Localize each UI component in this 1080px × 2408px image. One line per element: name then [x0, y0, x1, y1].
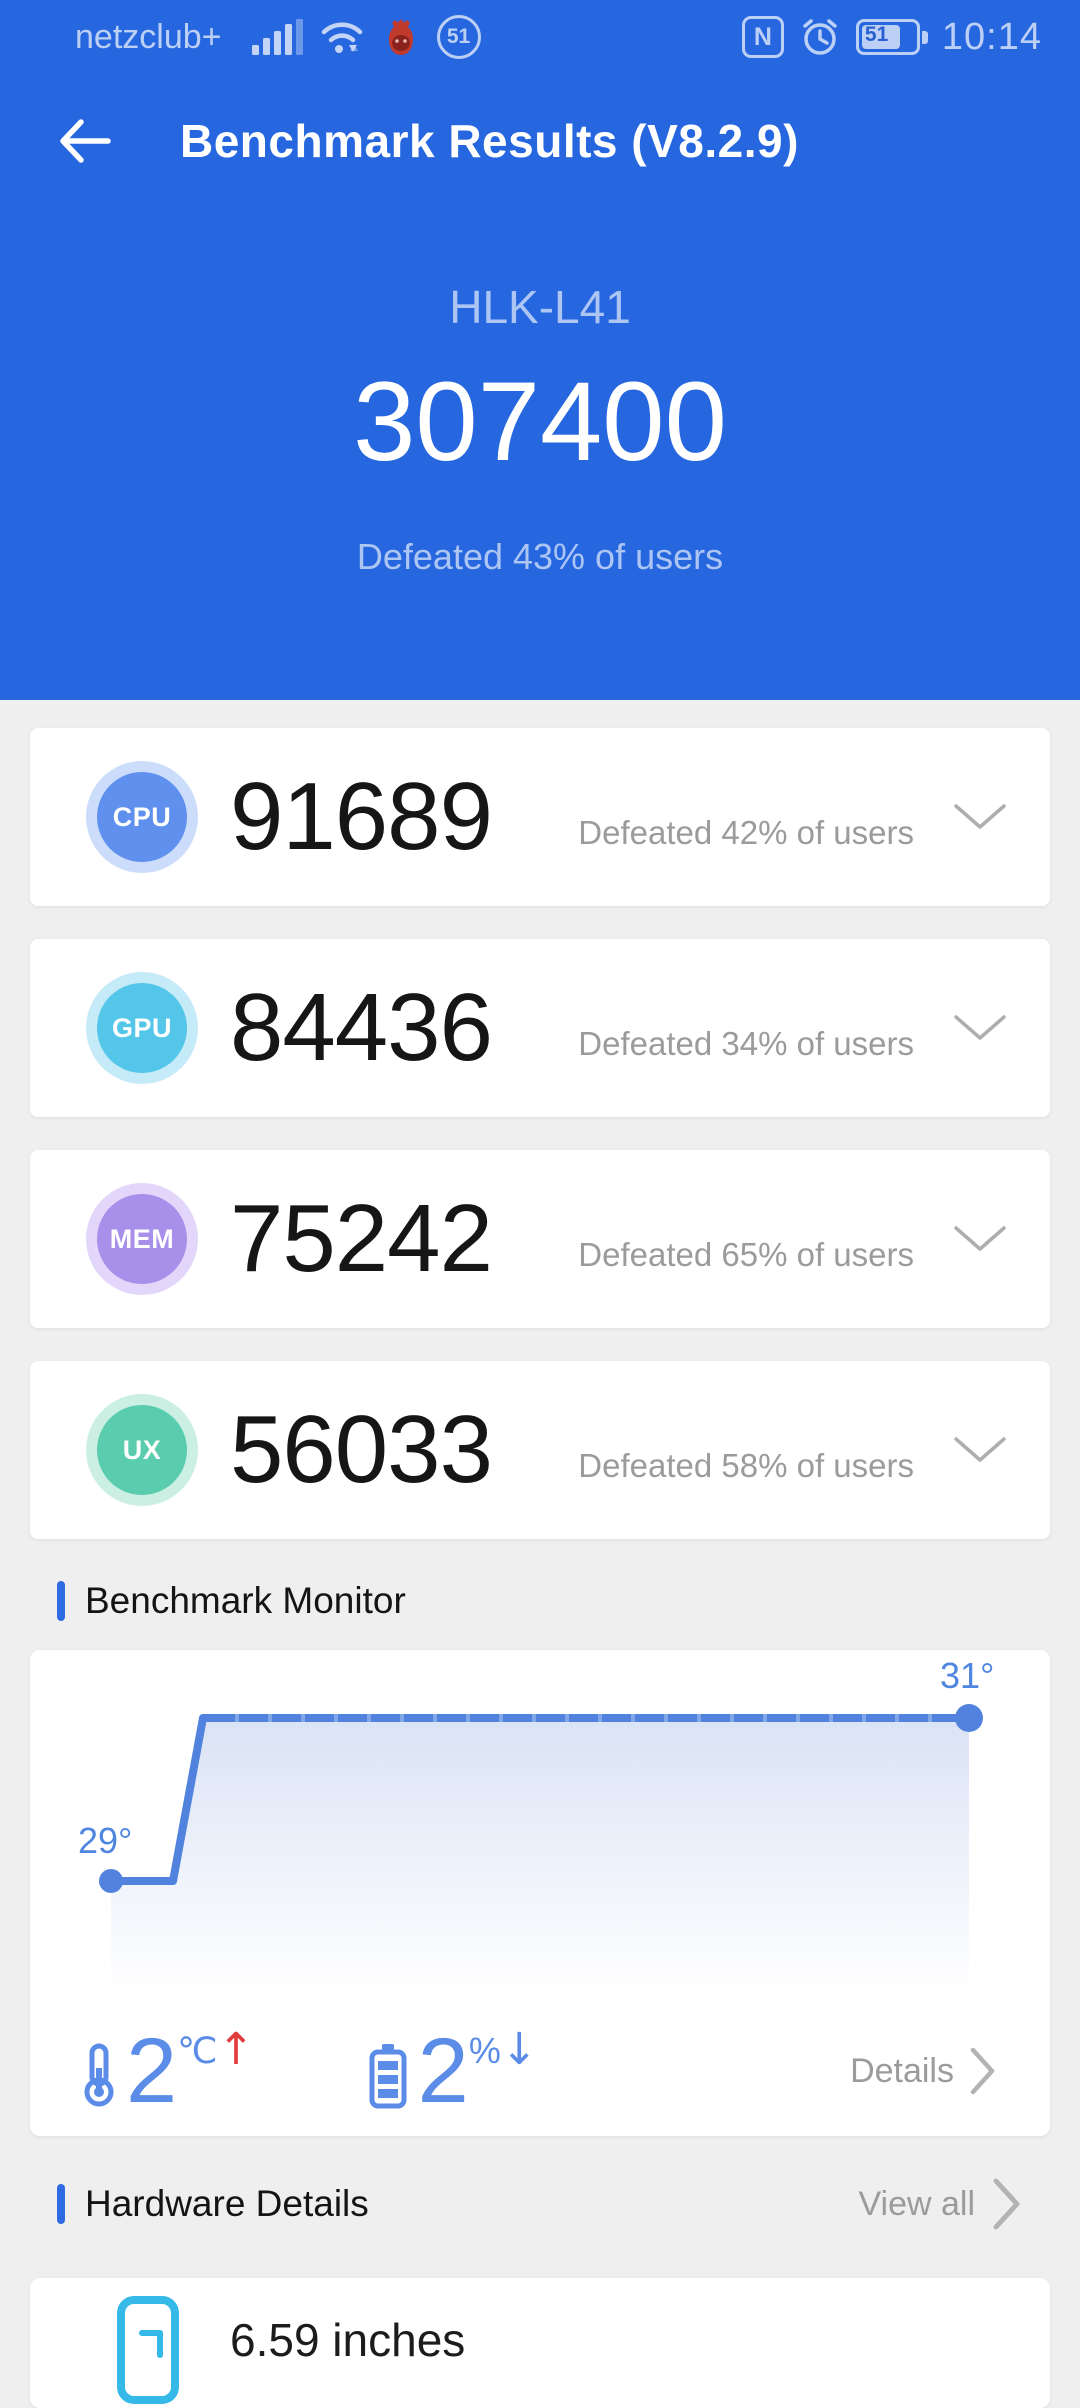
score-card-list: CPU 91689 Defeated 42% of users GPU 8443… — [0, 700, 1080, 1539]
hardware-screen-size-row[interactable]: 6.59 inches — [30, 2278, 1050, 2408]
ux-score-card[interactable]: UX 56033 Defeated 58% of users — [30, 1361, 1050, 1539]
nfc-icon: N — [741, 16, 784, 58]
section-accent-bar — [57, 1581, 65, 1621]
display-size-icon — [117, 2296, 179, 2404]
chevron-right-icon — [970, 2047, 995, 2095]
mem-badge: MEM — [86, 1183, 198, 1295]
screen-size-value: 6.59 inches — [230, 2314, 466, 2366]
mem-score-card[interactable]: MEM 75242 Defeated 65% of users — [30, 1150, 1050, 1328]
cpu-badge: CPU — [86, 761, 198, 873]
benchmark-monitor-card: 29° 31° 2 ℃ ↑ — [30, 1650, 1050, 2136]
view-all-label: View all — [858, 2184, 975, 2223]
status-bar: netzclub+ 51 — [0, 0, 1080, 60]
alarm-icon — [800, 17, 840, 57]
cpu-score-value: 91689 — [230, 763, 493, 870]
benchmark-monitor-title: Benchmark Monitor — [85, 1580, 406, 1621]
mem-percentile-label: Defeated 65% of users — [578, 1236, 914, 1273]
chart-end-point — [955, 1704, 983, 1732]
temperature-delta: 2 ℃ ↑ — [80, 2020, 255, 2122]
device-model-label: HLK-L41 — [449, 281, 631, 333]
ux-badge: UX — [86, 1394, 198, 1506]
chevron-down-icon[interactable] — [952, 802, 1008, 832]
chevron-down-icon[interactable] — [952, 1224, 1008, 1254]
cpu-badge-label: CPU — [97, 772, 187, 862]
total-score-value: 307400 — [353, 359, 727, 484]
battery-icon: 51 — [855, 19, 928, 55]
gpu-badge-label: GPU — [97, 983, 187, 1073]
wifi-icon — [319, 18, 365, 56]
battery-percent-label: 51 — [864, 23, 889, 46]
chart-line — [107, 1714, 973, 1885]
gpu-score-card[interactable]: GPU 84436 Defeated 34% of users — [30, 939, 1050, 1117]
ux-percentile-label: Defeated 58% of users — [578, 1447, 914, 1484]
chart-area-fill — [111, 1718, 969, 2000]
hero-header: netzclub+ 51 — [0, 0, 1080, 700]
gpu-badge: GPU — [86, 972, 198, 1084]
mem-badge-label: MEM — [97, 1194, 187, 1284]
view-all-link[interactable]: View all — [858, 2175, 1023, 2233]
details-label: Details — [850, 2051, 954, 2090]
signal-strength-icon — [248, 19, 303, 55]
page-title: Benchmark Results (V8.2.9) — [180, 115, 799, 167]
battery-delta: 2 % ↓ — [366, 2020, 538, 2122]
app-bar: Benchmark Results (V8.2.9) — [0, 102, 1080, 180]
hardware-details-title: Hardware Details — [85, 2183, 369, 2224]
chevron-down-icon[interactable] — [952, 1435, 1008, 1465]
temperature-unit: ℃ — [177, 2030, 218, 2071]
hardware-details-header: Hardware Details View all — [0, 2178, 1080, 2230]
carrier-label: netzclub+ — [75, 17, 222, 56]
chart-end-label: 31° — [940, 1655, 994, 1696]
clock-label: 10:14 — [941, 15, 1042, 58]
gpu-score-value: 84436 — [230, 974, 493, 1081]
notification-count-badge: 51 — [436, 15, 481, 59]
total-score-percentile: Defeated 43% of users — [356, 536, 724, 577]
chart-start-label: 29° — [78, 1820, 132, 1861]
thermometer-icon — [80, 2042, 118, 2108]
ux-score-value: 56033 — [230, 1396, 493, 1503]
chevron-down-icon[interactable] — [952, 1013, 1008, 1043]
temperature-up-arrow-icon: ↑ — [217, 2024, 255, 2075]
benchmark-monitor-header: Benchmark Monitor — [0, 1577, 1080, 1625]
battery-unit: % — [468, 2030, 501, 2071]
cpu-percentile-label: Defeated 42% of users — [578, 814, 914, 851]
mem-score-value: 75242 — [230, 1185, 493, 1292]
cpu-score-card[interactable]: CPU 91689 Defeated 42% of users — [30, 728, 1050, 906]
battery-delta-value: 2 — [417, 2020, 469, 2122]
back-button[interactable] — [56, 117, 114, 165]
gpu-percentile-label: Defeated 34% of users — [578, 1025, 914, 1062]
monitor-footer: 2 ℃ ↑ 2 % ↓ Details — [30, 2012, 1050, 2130]
battery-down-arrow-icon: ↓ — [500, 2024, 538, 2075]
temperature-line-chart: 29° 31° — [78, 1655, 994, 2000]
ux-badge-label: UX — [97, 1405, 187, 1495]
temperature-delta-value: 2 — [126, 2020, 178, 2122]
section-accent-bar — [57, 2184, 65, 2224]
back-arrow-icon — [60, 119, 111, 163]
battery-vertical-icon — [366, 2042, 410, 2110]
monitor-details-link[interactable]: Details — [850, 2045, 998, 2097]
chevron-right-icon — [993, 2178, 1020, 2230]
chart-start-point — [99, 1869, 123, 1893]
antutu-notification-icon — [381, 17, 421, 57]
